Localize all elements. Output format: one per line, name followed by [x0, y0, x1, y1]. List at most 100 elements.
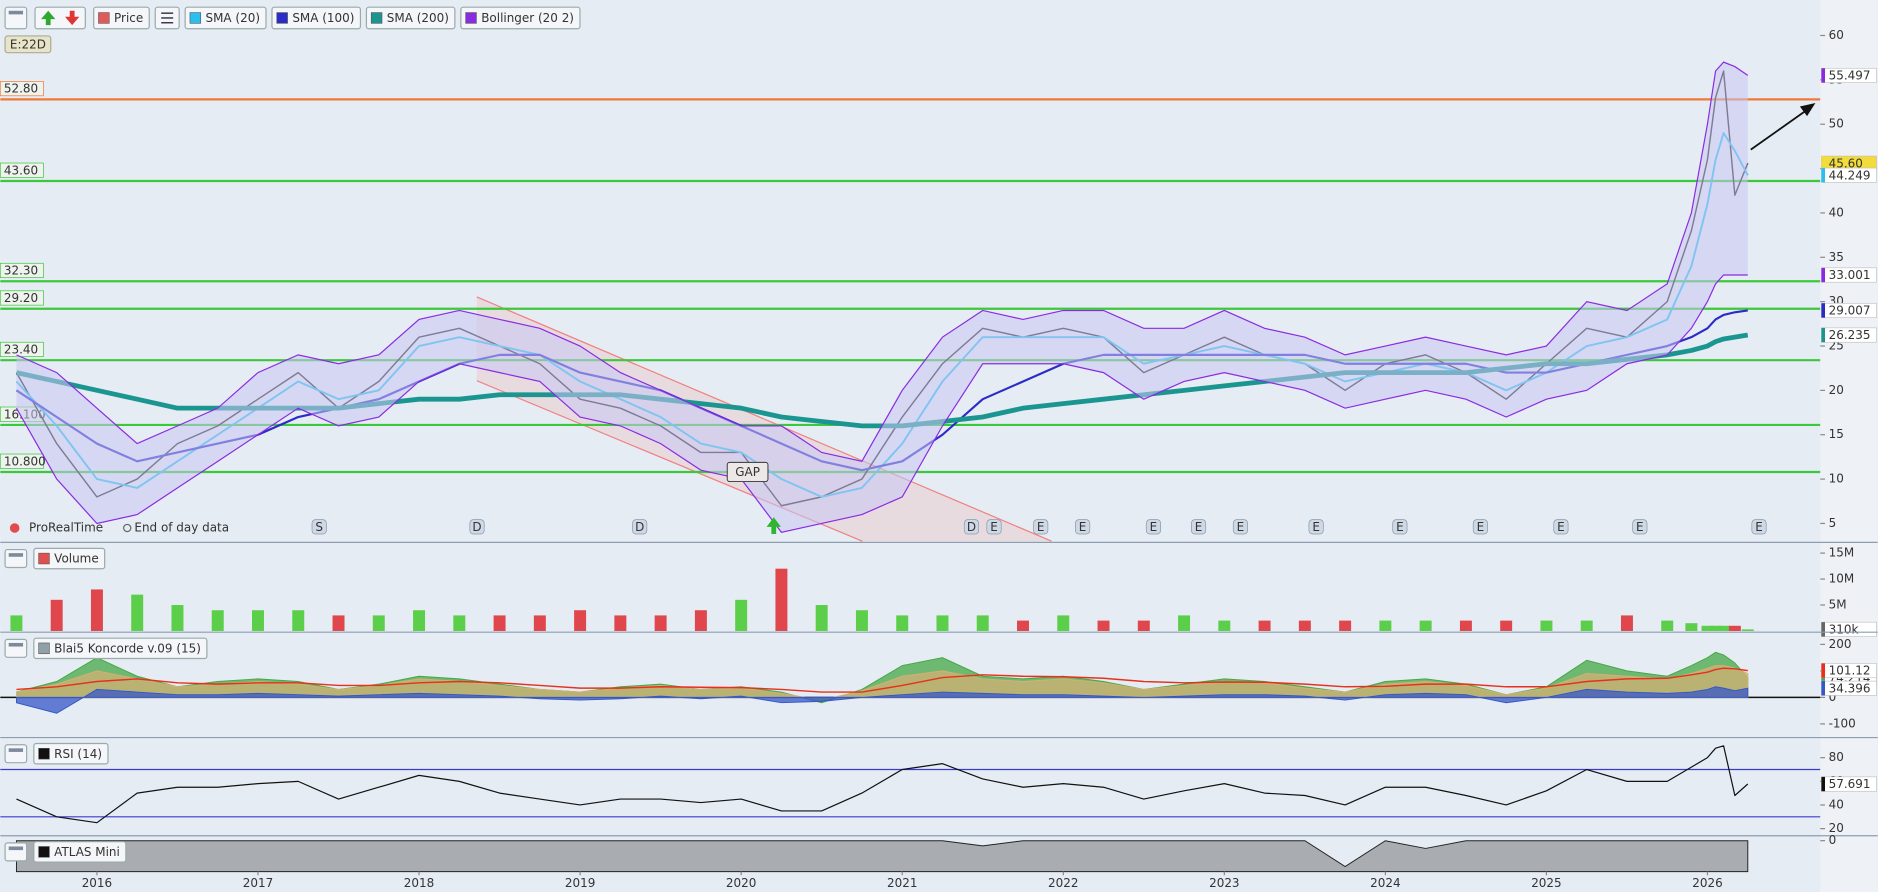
event-label: D: [472, 520, 481, 534]
last-value-marker: [1821, 68, 1826, 83]
panel-icon: [4, 638, 28, 658]
panel-title-swatch: [38, 846, 50, 858]
panel-icon-bar: [8, 846, 24, 851]
y-tick-label: 50: [1829, 117, 1844, 131]
event-label: E: [1150, 520, 1158, 534]
x-tick-label: 2026: [1692, 876, 1722, 890]
volume-bar: [1685, 623, 1698, 631]
series-area: [15, 686, 1749, 714]
y-tick-label: 80: [1829, 750, 1844, 764]
down-arrow: [64, 10, 80, 26]
timeframe-label: E:22D: [10, 37, 46, 51]
volume-bar: [936, 615, 949, 631]
source-label: ProRealTime: [29, 521, 103, 535]
x-tick-label: 2019: [565, 876, 595, 890]
panel: 0 2016 2017 2018 2019 2020 2021 2022 2023 2024 202…: [0, 833, 1878, 890]
panel-icon-bar: [8, 642, 24, 647]
event-label: S: [315, 520, 323, 534]
volume-bar: [1500, 620, 1513, 631]
volume-bar: [1728, 625, 1741, 631]
volume-bar: [1419, 620, 1432, 631]
legend-button[interactable]: [365, 6, 456, 30]
volume-bar: [10, 615, 23, 631]
volume-bar: [1298, 620, 1311, 631]
level-label-box: [0, 162, 44, 178]
volume-bar: [131, 594, 144, 631]
annotation-box: [726, 461, 769, 483]
event-marker: [1232, 519, 1248, 535]
panel-icon: [4, 744, 28, 764]
volume-bar: [1717, 625, 1730, 631]
last-value-label: 55.497: [1829, 69, 1871, 83]
event-label: E: [1477, 520, 1485, 534]
trend-arrowhead: [1799, 102, 1816, 117]
event-marker: [311, 519, 327, 535]
y-tick-label: 15: [1829, 427, 1844, 441]
y-tick-label: 40: [1829, 205, 1844, 219]
panel-title: Blai5 Koncorde v.09 (15): [54, 641, 201, 655]
event-label: E: [1396, 520, 1404, 534]
event-marker: [469, 519, 485, 535]
right-axis-strip: [1820, 0, 1878, 892]
panel-icon-bar: [8, 748, 24, 752]
volume-bar: [332, 615, 345, 631]
toolbar-icon-bar: [8, 10, 24, 15]
last-value-marker: [1821, 776, 1826, 792]
y-tick-label: 10M: [1829, 572, 1855, 586]
x-tick-label: 2020: [726, 876, 756, 890]
panel: 5101520253035404550556052.8043.6032.3029…: [0, 28, 1877, 535]
level-label: 29.20: [4, 291, 38, 305]
event-label: E: [1557, 520, 1565, 534]
volume-bar: [1017, 620, 1029, 631]
y-tick-label: 40: [1829, 797, 1844, 811]
volume-bar: [1580, 620, 1593, 631]
source-icon: [9, 523, 20, 533]
volume-bar: [1540, 620, 1553, 631]
annotation-label: GAP: [735, 465, 760, 479]
legend-label: SMA (100): [292, 11, 354, 25]
last-value-marker: [1821, 156, 1826, 171]
last-value-label: 310k: [1829, 622, 1859, 636]
event-marker: [1392, 519, 1408, 535]
volume-bar: [1218, 620, 1231, 631]
volume-bar: [493, 615, 506, 631]
y-tick-label: 15M: [1829, 546, 1855, 560]
volume-bar: [654, 615, 667, 631]
panel-icon-bar: [8, 553, 24, 557]
legend-button[interactable]: [184, 6, 267, 30]
panel-title-box: [33, 841, 127, 863]
level-label: 23.40: [4, 343, 38, 357]
level-label-box: [0, 290, 44, 306]
volume-bar: [775, 568, 788, 631]
event-marker: [986, 519, 1002, 535]
last-value-marker: [1821, 663, 1826, 678]
x-tick-label: 2017: [243, 876, 273, 890]
event-label: E: [1636, 520, 1644, 534]
level-label-box: [0, 81, 44, 97]
volume-bar: [1097, 620, 1110, 631]
event-label: E: [1079, 520, 1087, 534]
volume-bar: [855, 610, 868, 631]
series-line: [16, 745, 1749, 824]
panel-title: ATLAS Mini: [54, 845, 120, 859]
event-marker: [1033, 519, 1049, 535]
panel-title-swatch: [38, 642, 50, 655]
volume-bar: [574, 610, 587, 631]
toolbar-icon[interactable]: [4, 6, 28, 30]
y-tick-label: 60: [1829, 28, 1844, 42]
volume-bar: [372, 615, 385, 631]
last-value-marker: [1821, 622, 1826, 637]
legend-label: SMA (20): [206, 11, 260, 25]
volume-bar: [1741, 629, 1754, 631]
event-marker: [1308, 519, 1324, 535]
legend-swatch: [370, 12, 383, 24]
legend-label: Bollinger (20 2): [481, 11, 574, 25]
panel-title-box: [33, 742, 109, 765]
volume-bar: [1258, 620, 1271, 631]
legend-swatch: [98, 12, 110, 24]
panel-title-box: [33, 637, 208, 660]
y-tick-label: 20: [1829, 821, 1844, 835]
legend-button[interactable]: [271, 6, 362, 30]
legend-button[interactable]: [460, 6, 581, 30]
